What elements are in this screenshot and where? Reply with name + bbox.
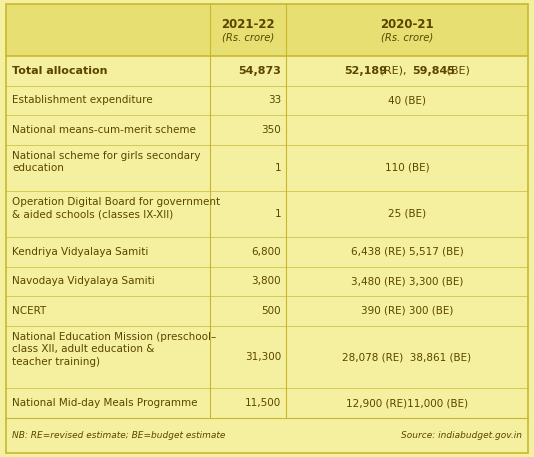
Text: (Rs. crore): (Rs. crore) xyxy=(381,33,433,43)
Text: NB: RE=revised estimate; BE=budget estimate: NB: RE=revised estimate; BE=budget estim… xyxy=(12,431,225,440)
Text: 500: 500 xyxy=(261,306,281,316)
Text: 6,438 (RE) 5,517 (BE): 6,438 (RE) 5,517 (BE) xyxy=(351,247,464,257)
Text: Kendriya Vidyalaya Samiti: Kendriya Vidyalaya Samiti xyxy=(12,247,148,257)
Text: 52,189: 52,189 xyxy=(344,66,388,76)
Text: 2021-22: 2021-22 xyxy=(221,18,275,31)
Text: 1: 1 xyxy=(274,209,281,219)
Text: Navodaya Vidyalaya Samiti: Navodaya Vidyalaya Samiti xyxy=(12,276,155,287)
Text: 11,500: 11,500 xyxy=(245,398,281,408)
Text: 28,078 (RE)  38,861 (BE): 28,078 (RE) 38,861 (BE) xyxy=(342,352,472,362)
Text: 33: 33 xyxy=(268,96,281,105)
Text: 3,800: 3,800 xyxy=(252,276,281,287)
Text: National Education Mission (preschool–
class XII, adult education &
teacher trai: National Education Mission (preschool– c… xyxy=(12,332,216,367)
Text: Total allocation: Total allocation xyxy=(12,66,107,76)
Bar xyxy=(6,4,528,56)
Text: 25 (BE): 25 (BE) xyxy=(388,209,426,219)
Text: (BE): (BE) xyxy=(443,66,470,76)
Text: National Mid-day Meals Programme: National Mid-day Meals Programme xyxy=(12,398,198,408)
Text: Operation Digital Board for government
& aided schools (classes IX-XII): Operation Digital Board for government &… xyxy=(12,197,220,220)
Text: 31,300: 31,300 xyxy=(245,352,281,362)
Text: Establishment expenditure: Establishment expenditure xyxy=(12,96,153,105)
Text: 6,800: 6,800 xyxy=(252,247,281,257)
Text: 40 (BE): 40 (BE) xyxy=(388,96,426,105)
Text: NCERT: NCERT xyxy=(12,306,46,316)
Text: 390 (RE) 300 (BE): 390 (RE) 300 (BE) xyxy=(361,306,453,316)
Text: 54,873: 54,873 xyxy=(238,66,281,76)
Text: 1: 1 xyxy=(274,163,281,173)
Text: Source: indiabudget.gov.in: Source: indiabudget.gov.in xyxy=(401,431,522,440)
Text: (RE),: (RE), xyxy=(376,66,410,76)
Text: National means-cum-merit scheme: National means-cum-merit scheme xyxy=(12,125,196,135)
Text: (Rs. crore): (Rs. crore) xyxy=(222,33,274,43)
Text: 12,900 (RE)11,000 (BE): 12,900 (RE)11,000 (BE) xyxy=(346,398,468,408)
Text: 110 (BE): 110 (BE) xyxy=(384,163,429,173)
Text: National scheme for girls secondary
education: National scheme for girls secondary educ… xyxy=(12,151,200,174)
Text: 59,845: 59,845 xyxy=(412,66,455,76)
Text: 3,480 (RE) 3,300 (BE): 3,480 (RE) 3,300 (BE) xyxy=(351,276,463,287)
Text: 350: 350 xyxy=(261,125,281,135)
Text: 2020-21: 2020-21 xyxy=(380,18,434,31)
